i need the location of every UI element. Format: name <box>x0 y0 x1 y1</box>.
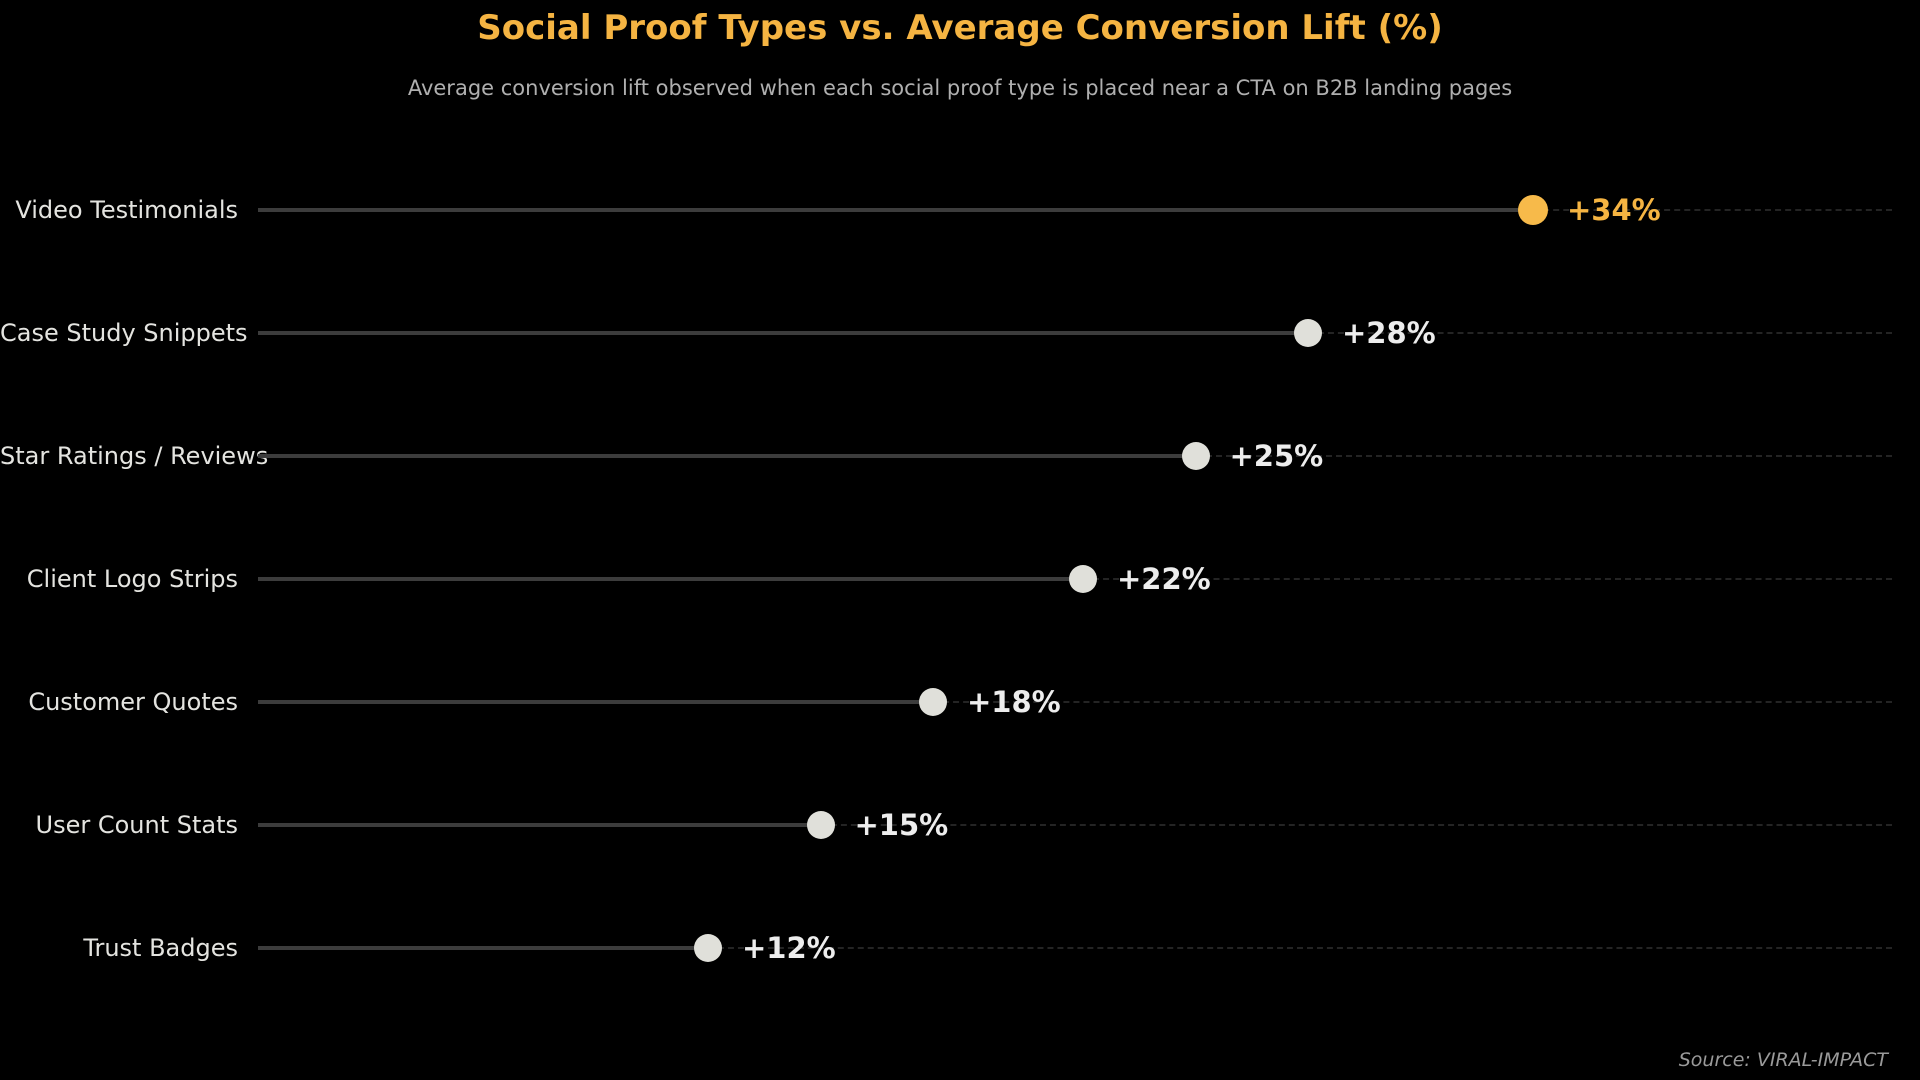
row-stem <box>258 331 1308 335</box>
category-label: Case Study Snippets <box>0 319 248 347</box>
data-dot <box>919 688 947 716</box>
row-stem <box>258 454 1196 458</box>
value-label: +22% <box>1117 562 1211 596</box>
row-gridline <box>1195 455 1892 457</box>
chart-title: Social Proof Types vs. Average Conversio… <box>477 8 1443 48</box>
category-label: Star Ratings / Reviews <box>0 442 269 470</box>
row-gridline <box>933 701 1892 703</box>
category-label: User Count Stats <box>35 811 239 839</box>
category-label: Customer Quotes <box>28 688 238 716</box>
data-dot <box>1294 319 1322 347</box>
row-stem <box>258 208 1533 212</box>
data-dot <box>1181 442 1210 470</box>
row-gridline <box>1533 209 1892 211</box>
value-label: +18% <box>967 685 1061 719</box>
row-stem <box>258 577 1083 581</box>
category-label: Client Logo Strips <box>26 565 238 593</box>
data-dot <box>806 811 835 839</box>
row-gridline <box>820 824 1892 826</box>
row-stem <box>258 823 821 827</box>
value-label: +15% <box>854 808 949 842</box>
category-label: Trust Badges <box>83 934 238 962</box>
value-label: +28% <box>1342 316 1436 350</box>
data-dot-highlight <box>1518 195 1548 225</box>
row-gridline <box>708 947 1892 949</box>
data-dot <box>694 934 722 962</box>
value-label: +25% <box>1229 439 1324 473</box>
row-gridline <box>1083 578 1892 580</box>
value-label: +12% <box>742 931 836 965</box>
data-dot <box>1069 565 1097 593</box>
category-label: Video Testimonials <box>15 196 238 224</box>
row-stem <box>258 700 933 704</box>
source-note: Source: VIRAL-IMPACT <box>1678 1049 1888 1071</box>
chart-subtitle: Average conversion lift observed when ea… <box>407 76 1513 100</box>
value-label: +34% <box>1567 193 1661 227</box>
row-gridline <box>1308 332 1892 334</box>
row-stem <box>258 946 708 950</box>
